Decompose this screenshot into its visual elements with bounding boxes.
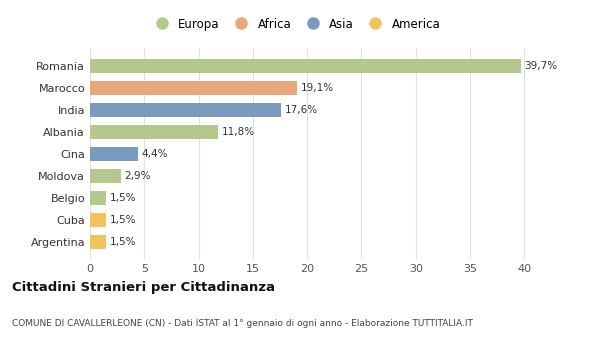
Text: 1,5%: 1,5% [110, 215, 136, 225]
Bar [90, 169, 121, 183]
Legend: Europa, Africa, Asia, America: Europa, Africa, Asia, America [145, 13, 445, 35]
Text: 1,5%: 1,5% [110, 193, 136, 203]
Text: 17,6%: 17,6% [284, 105, 317, 115]
Text: 4,4%: 4,4% [141, 149, 167, 159]
Bar [90, 103, 281, 117]
Bar [90, 235, 106, 250]
Bar [90, 80, 298, 95]
Text: COMUNE DI CAVALLERLEONE (CN) - Dati ISTAT al 1° gennaio di ogni anno - Elaborazi: COMUNE DI CAVALLERLEONE (CN) - Dati ISTA… [12, 318, 473, 328]
Bar [90, 125, 218, 139]
Bar [90, 213, 106, 228]
Text: 1,5%: 1,5% [110, 237, 136, 247]
Text: 39,7%: 39,7% [524, 61, 557, 71]
Text: 11,8%: 11,8% [221, 127, 254, 137]
Text: Cittadini Stranieri per Cittadinanza: Cittadini Stranieri per Cittadinanza [12, 280, 275, 294]
Text: 19,1%: 19,1% [301, 83, 334, 93]
Text: 2,9%: 2,9% [125, 171, 151, 181]
Bar [90, 58, 521, 73]
Bar [90, 147, 138, 161]
Bar [90, 191, 106, 205]
